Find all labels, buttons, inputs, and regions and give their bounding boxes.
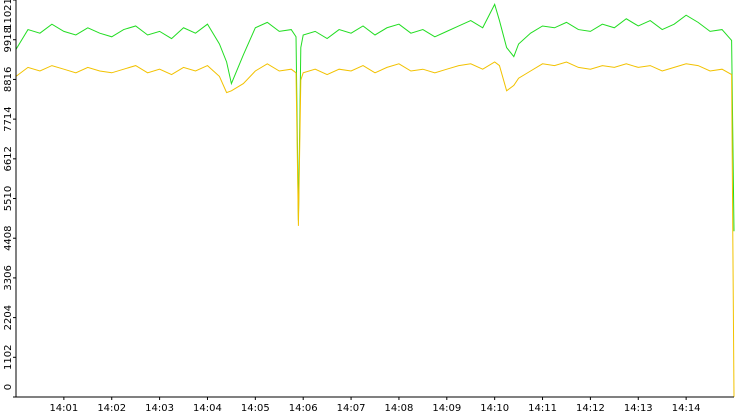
y-tick-label: 11021 — [3, 0, 14, 30]
y-tick-label: 4408 — [3, 225, 14, 250]
x-tick-label: 14:04 — [193, 403, 222, 414]
x-tick-label: 14:08 — [385, 403, 414, 414]
y-tick-label: 2204 — [3, 305, 14, 330]
y-tick-label: 7714 — [3, 106, 14, 131]
x-tick-label: 14:09 — [432, 403, 461, 414]
x-tick-label: 14:11 — [528, 403, 557, 414]
x-tick-label: 14:10 — [480, 403, 509, 414]
x-tick-label: 14:05 — [241, 403, 270, 414]
y-tick-label: 9918 — [3, 27, 14, 52]
y-tick-label: 6612 — [3, 146, 14, 171]
y-tick-label: 3306 — [3, 265, 14, 290]
x-tick-label: 14:01 — [49, 403, 78, 414]
y-tick-label: 1102 — [3, 345, 14, 370]
y-tick-label: 8816 — [3, 67, 14, 92]
series-line — [15, 3, 735, 232]
x-tick-label: 14:02 — [97, 403, 126, 414]
x-tick-label: 14:06 — [289, 403, 318, 414]
x-tick-label: 14:12 — [576, 403, 605, 414]
x-tick-label: 14:03 — [145, 403, 174, 414]
x-tick-label: 14:13 — [624, 403, 653, 414]
y-tick-label: 0 — [3, 384, 14, 390]
x-tick-label: 14:14 — [672, 403, 701, 414]
x-tick-label: 14:07 — [337, 403, 366, 414]
y-tick-label: 5510 — [3, 186, 14, 211]
series-line — [15, 61, 735, 398]
